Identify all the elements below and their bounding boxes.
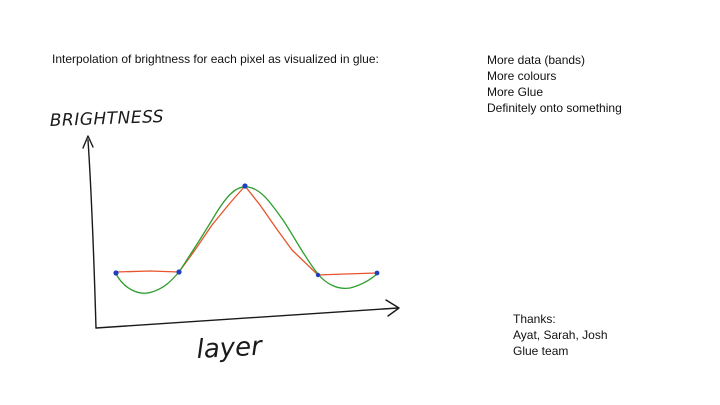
data-point: [176, 269, 182, 275]
smooth-interpolation-line: [115, 186, 378, 294]
note-item: More colours: [487, 69, 557, 83]
notes-list: More data (bands) More colours More Glue…: [487, 52, 622, 116]
y-axis-label: BRIGHTNESS: [49, 107, 164, 131]
x-axis-line: [95, 307, 399, 329]
slide-heading: Interpolation of brightness for each pix…: [52, 52, 379, 66]
thanks-title: Thanks:: [513, 312, 556, 326]
data-point: [374, 270, 380, 276]
y-axis-arrowhead: [82, 135, 94, 149]
data-point: [315, 272, 321, 278]
note-item: More data (bands): [487, 53, 586, 67]
note-item: More Glue: [487, 85, 544, 99]
thanks-team: Glue team: [513, 344, 569, 358]
y-axis-line: [87, 139, 97, 329]
thanks-block: Thanks: Ayat, Sarah, Josh Glue team: [513, 311, 608, 359]
data-point: [113, 270, 119, 276]
data-point: [242, 183, 248, 189]
linear-interpolation-line: [115, 185, 378, 276]
x-axis-label: layer: [196, 331, 265, 364]
thanks-names: Ayat, Sarah, Josh: [513, 328, 608, 342]
note-item: Definitely onto something: [487, 101, 622, 115]
x-axis-arrowhead: [385, 299, 400, 317]
